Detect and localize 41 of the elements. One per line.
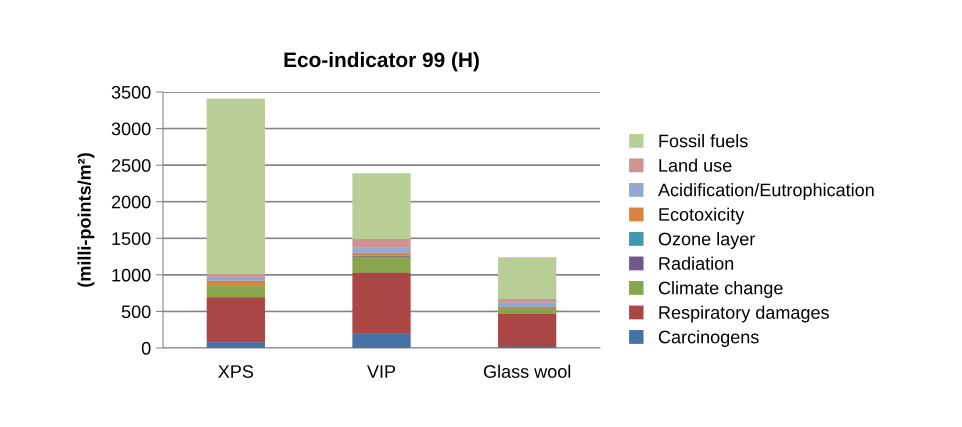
bar (498, 257, 556, 299)
bar (498, 302, 556, 308)
bar (352, 256, 411, 273)
bar (352, 333, 411, 348)
bar (206, 286, 265, 298)
x-tick-label: XPS (218, 365, 254, 378)
legend-label: Climate change (658, 281, 783, 298)
bar (498, 298, 556, 303)
legend-label: Land use (659, 158, 732, 172)
x-tick-label: VIP (367, 365, 396, 378)
legend-label: Ecotoxicity (659, 208, 744, 224)
bar (206, 342, 265, 348)
bar (206, 280, 265, 286)
y-tick-label: 1500 (112, 232, 150, 246)
bar (352, 239, 411, 248)
legend-label: Fossil fuels (659, 134, 748, 148)
bar (206, 277, 265, 281)
y-axis-title: (milli-points/m²) (78, 153, 94, 287)
legend-label: Ozone layer (658, 232, 756, 249)
bar (206, 98, 265, 274)
y-tick-label: 2500 (112, 159, 150, 172)
y-tick-label: 3000 (112, 122, 150, 136)
legend-label: Radiation (659, 256, 734, 270)
bar (206, 298, 265, 342)
bar (498, 308, 556, 314)
y-tick-label: 1000 (112, 268, 150, 282)
legend-label: Carcinogens (658, 330, 759, 347)
y-tick-label: 2000 (112, 196, 150, 208)
bar (352, 272, 411, 334)
bar (352, 173, 411, 240)
bar (498, 314, 556, 347)
chart-title: Eco-indicator 99 (H) (284, 52, 479, 72)
bar (206, 274, 265, 278)
y-tick-label: 3500 (112, 86, 150, 99)
legend-label: Respiratory damages (659, 306, 829, 322)
bar (352, 252, 411, 256)
legend-label: Acidification/Eutrophication (658, 183, 874, 200)
bar (352, 248, 411, 253)
x-tick-label: Glass wool (484, 364, 570, 378)
y-tick-label: 500 (122, 305, 150, 318)
y-tick-label: 0 (142, 342, 150, 355)
